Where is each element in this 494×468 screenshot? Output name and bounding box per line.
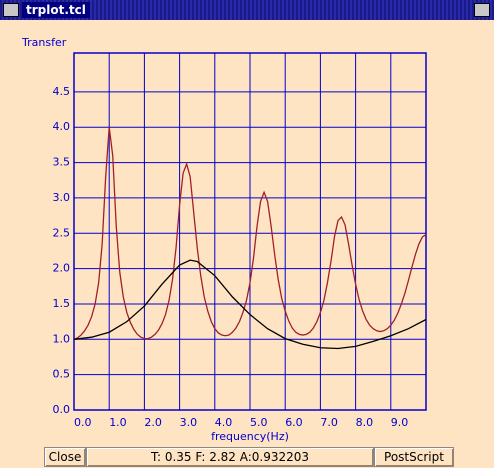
chart: Transfer frequency(Hz) 0.0 0.5 1.0 1.5 2.0 2.… — [21, 36, 427, 443]
x-tick-label: 9.0 — [391, 416, 409, 429]
y-tick-label: 2.0 — [53, 262, 71, 275]
x-tick-label: 0.0 — [74, 416, 92, 429]
y-tick-label: 0.5 — [53, 368, 71, 381]
window-title: trplot.tcl — [22, 2, 90, 18]
status-label: T: 0.35 F: 2.82 A:0.932203 — [86, 447, 374, 467]
x-tick-label: 4.0 — [215, 416, 233, 429]
x-tick-label: 2.0 — [144, 416, 162, 429]
y-tick-label: 1.0 — [53, 332, 71, 345]
x-tick-label: 3.0 — [180, 416, 198, 429]
window-menu[interactable] — [3, 3, 19, 17]
y-tick-label: 1.5 — [53, 297, 71, 310]
close-button[interactable]: Close — [44, 447, 86, 467]
line — [73, 259, 427, 350]
line — [73, 127, 427, 340]
y-tick-label: 3.5 — [53, 156, 71, 169]
y-tick-label: 4.5 — [53, 85, 71, 98]
y-tick-label: 2.5 — [53, 226, 71, 239]
title-bar: trplot.tcl — [0, 0, 494, 20]
postscript-button[interactable]: PostScript — [374, 447, 454, 467]
x-tick-label: 5.0 — [250, 416, 268, 429]
x-tick-label: 1.0 — [109, 416, 127, 429]
y-tick-label: 4.0 — [53, 120, 71, 133]
y-axis-label: Transfer — [21, 36, 67, 49]
x-axis-label: frequency(Hz) — [211, 430, 289, 443]
window-maximize[interactable] — [474, 3, 490, 17]
y-tick-label: 0.0 — [53, 403, 71, 416]
x-tick-label: 6.0 — [285, 416, 303, 429]
x-tick-label: 8.0 — [356, 416, 374, 429]
y-tick-label: 3.0 — [53, 191, 71, 204]
x-tick-label: 7.0 — [320, 416, 338, 429]
